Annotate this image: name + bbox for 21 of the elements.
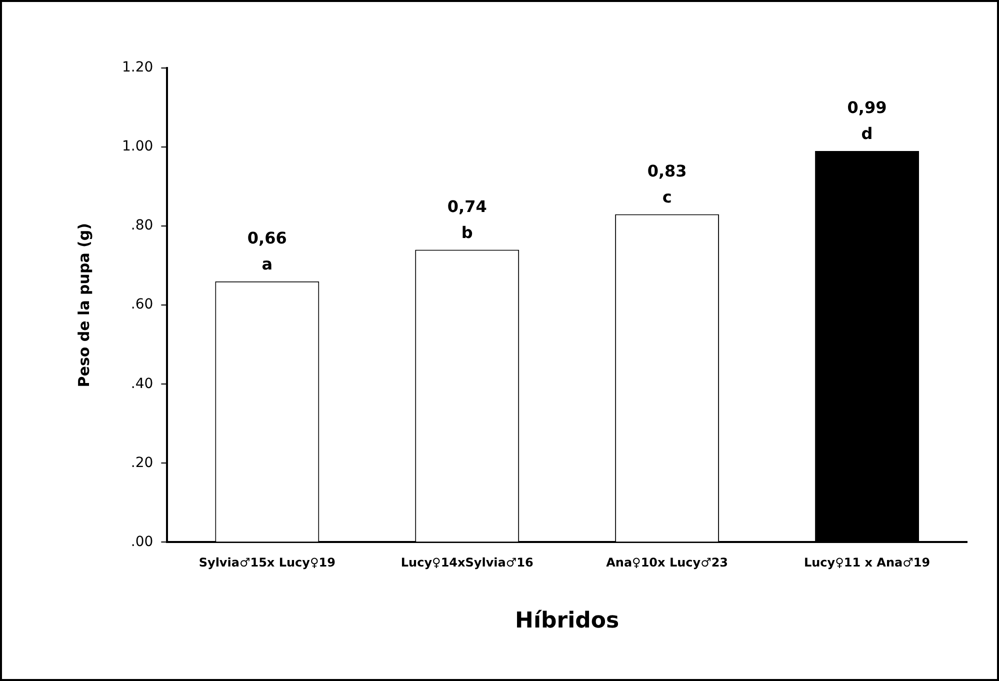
y-axis-title: Peso de la pupa (g)	[74, 223, 93, 388]
data-label: 0,83	[647, 161, 687, 180]
y-tick-label: .40	[130, 376, 154, 392]
y-tick-label: .60	[130, 296, 154, 313]
annotation: b	[461, 222, 473, 242]
y-tick-label: 1.20	[122, 60, 154, 76]
data-label: 0,66	[247, 228, 287, 248]
x-tick-label: Sylvia♂15x Lucy♀19	[198, 556, 336, 570]
annotation: d	[861, 124, 873, 144]
y-tick-label: .20	[130, 454, 154, 471]
y-tick-label: .00	[130, 534, 154, 550]
x-tick-label: Ana♀10x Lucy♂23	[606, 556, 728, 570]
annotation: a	[262, 254, 273, 274]
y-tick-label: .80	[130, 218, 154, 234]
x-tick-label: Lucy♀14xSylvia♂16	[400, 556, 534, 570]
data-label: 0,74	[447, 196, 487, 216]
x-axis-title: Híbridos	[515, 608, 620, 634]
annotation: c	[662, 187, 672, 206]
data-label: 0,99	[847, 98, 887, 118]
x-tick-label: Lucy♀11 x Ana♂19	[804, 556, 930, 570]
y-tick-label: 1.00	[122, 138, 154, 155]
